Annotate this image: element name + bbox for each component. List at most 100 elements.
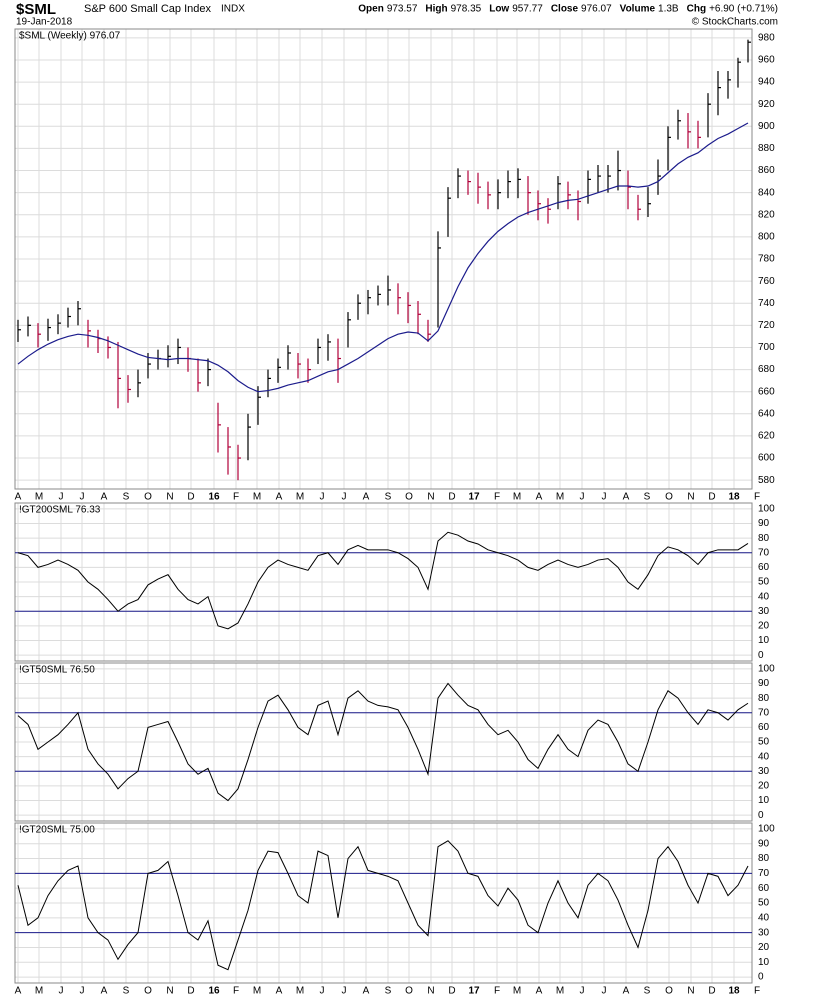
y-tick-label: 940: [758, 77, 775, 88]
y-tick-label: 20: [758, 781, 770, 792]
x-tick-label: S: [123, 492, 130, 503]
x-tick-label: 18: [728, 492, 740, 503]
y-tick-label: 90: [758, 678, 770, 689]
x-tick-label: J: [602, 492, 607, 503]
x-tick-label: O: [665, 492, 673, 503]
x-tick-label: A: [536, 492, 543, 503]
y-tick-label: 720: [758, 320, 775, 331]
y-tick-label: 700: [758, 342, 775, 353]
y-tick-label: 80: [758, 853, 770, 864]
y-tick-label: 80: [758, 693, 770, 704]
y-tick-label: 50: [758, 577, 770, 588]
y-tick-label: 60: [758, 722, 770, 733]
x-tick-label: N: [687, 986, 694, 997]
x-tick-label: J: [602, 986, 607, 997]
x-tick-label: D: [187, 492, 194, 503]
quote-label: Volume: [620, 4, 656, 15]
x-tick-label: A: [536, 986, 543, 997]
quote-label: Low: [489, 4, 509, 15]
line: [17, 531, 749, 630]
x-tick-label: 16: [208, 986, 220, 997]
panel-title: $SML (Weekly) 976.07: [19, 31, 121, 42]
y-tick-label: 0: [758, 810, 764, 821]
y-tick-label: 90: [758, 838, 770, 849]
x-tick-label: J: [59, 492, 64, 503]
x-tick-label: D: [448, 492, 455, 503]
x-tick-label: A: [276, 986, 283, 997]
y-tick-label: 580: [758, 475, 775, 486]
y-tick-label: 70: [758, 868, 770, 879]
panel-frame: [14, 822, 753, 984]
line: [17, 122, 749, 393]
x-tick-label: M: [556, 492, 564, 503]
x-tick-label: O: [144, 986, 152, 997]
x-tick-label: A: [101, 986, 108, 997]
y-tick-label: 80: [758, 533, 770, 544]
x-tick-label: O: [665, 986, 673, 997]
y-tick-label: 100: [758, 503, 775, 514]
x-tick-label: 17: [468, 986, 480, 997]
x-tick-label: F: [494, 986, 500, 997]
y-tick-label: 10: [758, 957, 770, 968]
y-tick-label: 60: [758, 883, 770, 894]
y-tick-label: 30: [758, 606, 770, 617]
quote-label: Close: [551, 4, 579, 15]
quote-label: High: [425, 4, 447, 15]
x-tick-label: 16: [208, 492, 220, 503]
x-tick-label: S: [644, 492, 651, 503]
y-tick-label: 0: [758, 972, 764, 983]
x-tick-label: N: [166, 492, 173, 503]
y-tick-label: 70: [758, 707, 770, 718]
quote-label: Open: [358, 4, 384, 15]
x-tick-label: M: [253, 986, 261, 997]
x-tick-label: S: [385, 986, 392, 997]
y-tick-label: 800: [758, 232, 775, 243]
panel-title: !GT200SML 76.33: [19, 505, 101, 516]
panel-frame: [14, 662, 753, 822]
quote-value: 976.07: [581, 4, 612, 15]
x-tick-label: A: [623, 492, 630, 503]
y-tick-label: 10: [758, 795, 770, 806]
x-tick-label: J: [320, 986, 325, 997]
x-tick-label: M: [35, 986, 43, 997]
x-tick-label: J: [80, 986, 85, 997]
x-tick-label: A: [623, 986, 630, 997]
symbol: $SML: [16, 1, 56, 18]
x-tick-label: S: [385, 492, 392, 503]
x-tick-label: O: [144, 492, 152, 503]
x-tick-label: D: [708, 492, 715, 503]
x-tick-label: M: [513, 986, 521, 997]
y-tick-label: 780: [758, 254, 775, 265]
x-tick-label: F: [754, 986, 760, 997]
line: [17, 840, 749, 971]
y-tick-label: 90: [758, 518, 770, 529]
quote-value: 978.35: [451, 4, 482, 15]
x-tick-label: A: [101, 492, 108, 503]
y-tick-label: 60: [758, 562, 770, 573]
x-tick-label: F: [233, 986, 239, 997]
y-tick-label: 600: [758, 453, 775, 464]
panel-frame: [14, 28, 753, 490]
x-tick-label: A: [15, 986, 22, 997]
x-tick-label: J: [342, 986, 347, 997]
panel-title: !GT50SML 76.50: [19, 665, 95, 676]
y-tick-label: 0: [758, 650, 764, 661]
x-tick-label: M: [556, 986, 564, 997]
credit: © StockCharts.com: [692, 17, 778, 28]
y-tick-label: 880: [758, 143, 775, 154]
x-tick-label: J: [80, 492, 85, 503]
x-tick-label: S: [644, 986, 651, 997]
x-tick-label: A: [276, 492, 283, 503]
y-tick-label: 40: [758, 912, 770, 923]
index-name: S&P 600 Small Cap Index: [84, 3, 211, 15]
y-tick-label: 640: [758, 408, 775, 419]
panel-frame: [14, 502, 753, 662]
y-tick-label: 20: [758, 942, 770, 953]
y-tick-label: 620: [758, 431, 775, 442]
x-tick-label: 18: [728, 986, 740, 997]
quote-value: 957.77: [512, 4, 543, 15]
x-tick-label: F: [233, 492, 239, 503]
y-tick-label: 100: [758, 824, 775, 835]
y-tick-label: 100: [758, 663, 775, 674]
